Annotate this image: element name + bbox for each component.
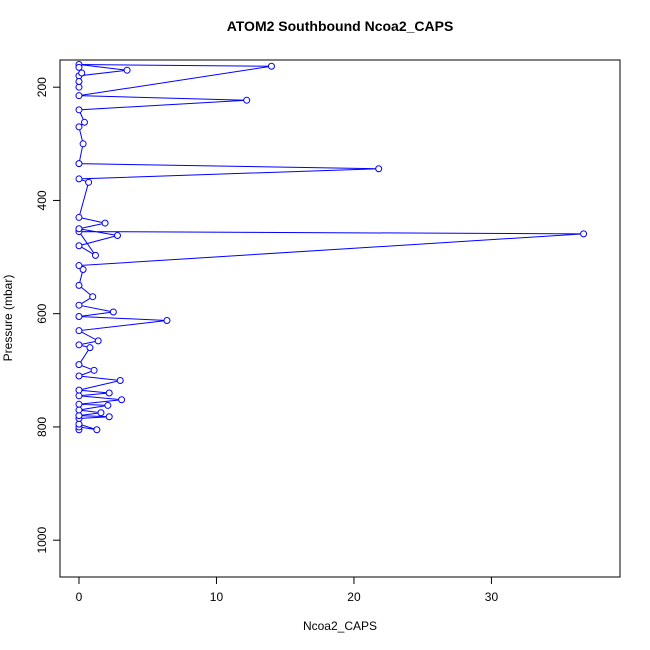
- data-point: [75, 106, 83, 114]
- data-point: [109, 308, 117, 316]
- data-point: [101, 219, 109, 227]
- data-point: [75, 420, 83, 428]
- data-point: [93, 426, 101, 434]
- data-point: [580, 230, 588, 238]
- y-tick-label: 400: [35, 190, 49, 210]
- data-point: [94, 337, 102, 345]
- y-tick-label: 600: [35, 303, 49, 323]
- plot-frame: [59, 59, 621, 578]
- x-axis-label: Ncoa2_CAPS: [303, 619, 377, 633]
- data-point: [75, 83, 83, 91]
- data-point: [113, 232, 121, 240]
- data-point: [75, 400, 83, 408]
- data-point: [75, 361, 83, 369]
- x-tick-label: 30: [485, 590, 499, 604]
- data-point: [118, 396, 126, 404]
- x-tick-label: 10: [210, 590, 224, 604]
- data-point: [86, 344, 94, 352]
- data-point: [75, 412, 83, 420]
- data-point: [75, 123, 83, 131]
- data-point: [75, 262, 83, 270]
- data-point: [75, 313, 83, 321]
- data-point: [105, 389, 113, 397]
- data-point: [163, 316, 171, 324]
- data-point: [123, 66, 131, 74]
- data-point: [75, 372, 83, 380]
- data-point: [75, 386, 83, 394]
- data-point: [79, 140, 87, 148]
- data-point: [85, 178, 93, 186]
- data-point: [75, 242, 83, 250]
- data-point: [75, 392, 83, 400]
- data-point: [75, 92, 83, 100]
- data-point: [243, 96, 251, 104]
- data-point: [75, 281, 83, 289]
- data-point: [75, 225, 83, 233]
- y-tick-label: 1000: [35, 527, 49, 554]
- chart-title: ATOM2 Southbound Ncoa2_CAPS: [227, 18, 454, 34]
- data-point: [79, 266, 87, 274]
- data-point: [104, 401, 112, 409]
- data-point: [75, 78, 83, 86]
- data-point: [375, 165, 383, 173]
- y-axis-label: Pressure (mbar): [1, 275, 15, 362]
- data-point: [89, 293, 97, 301]
- x-tick-label: 0: [76, 590, 83, 604]
- series-line: [77, 64, 584, 431]
- data-point: [105, 413, 113, 421]
- data-point: [80, 118, 88, 126]
- plot-area: [75, 61, 588, 434]
- data-point: [75, 213, 83, 221]
- data-point: [75, 406, 83, 414]
- data-point: [267, 62, 275, 70]
- data-point: [91, 251, 99, 259]
- data-point: [75, 63, 83, 71]
- data-point: [75, 160, 83, 168]
- data-point: [75, 175, 83, 183]
- data-point: [75, 327, 83, 335]
- data-point: [78, 69, 86, 77]
- y-tick-label: 800: [35, 417, 49, 437]
- data-point: [75, 301, 83, 309]
- x-tick-label: 20: [347, 590, 361, 604]
- data-point: [90, 366, 98, 374]
- y-tick-label: 200: [35, 77, 49, 97]
- data-point: [75, 341, 83, 349]
- data-point: [116, 377, 124, 385]
- data-point: [97, 409, 105, 417]
